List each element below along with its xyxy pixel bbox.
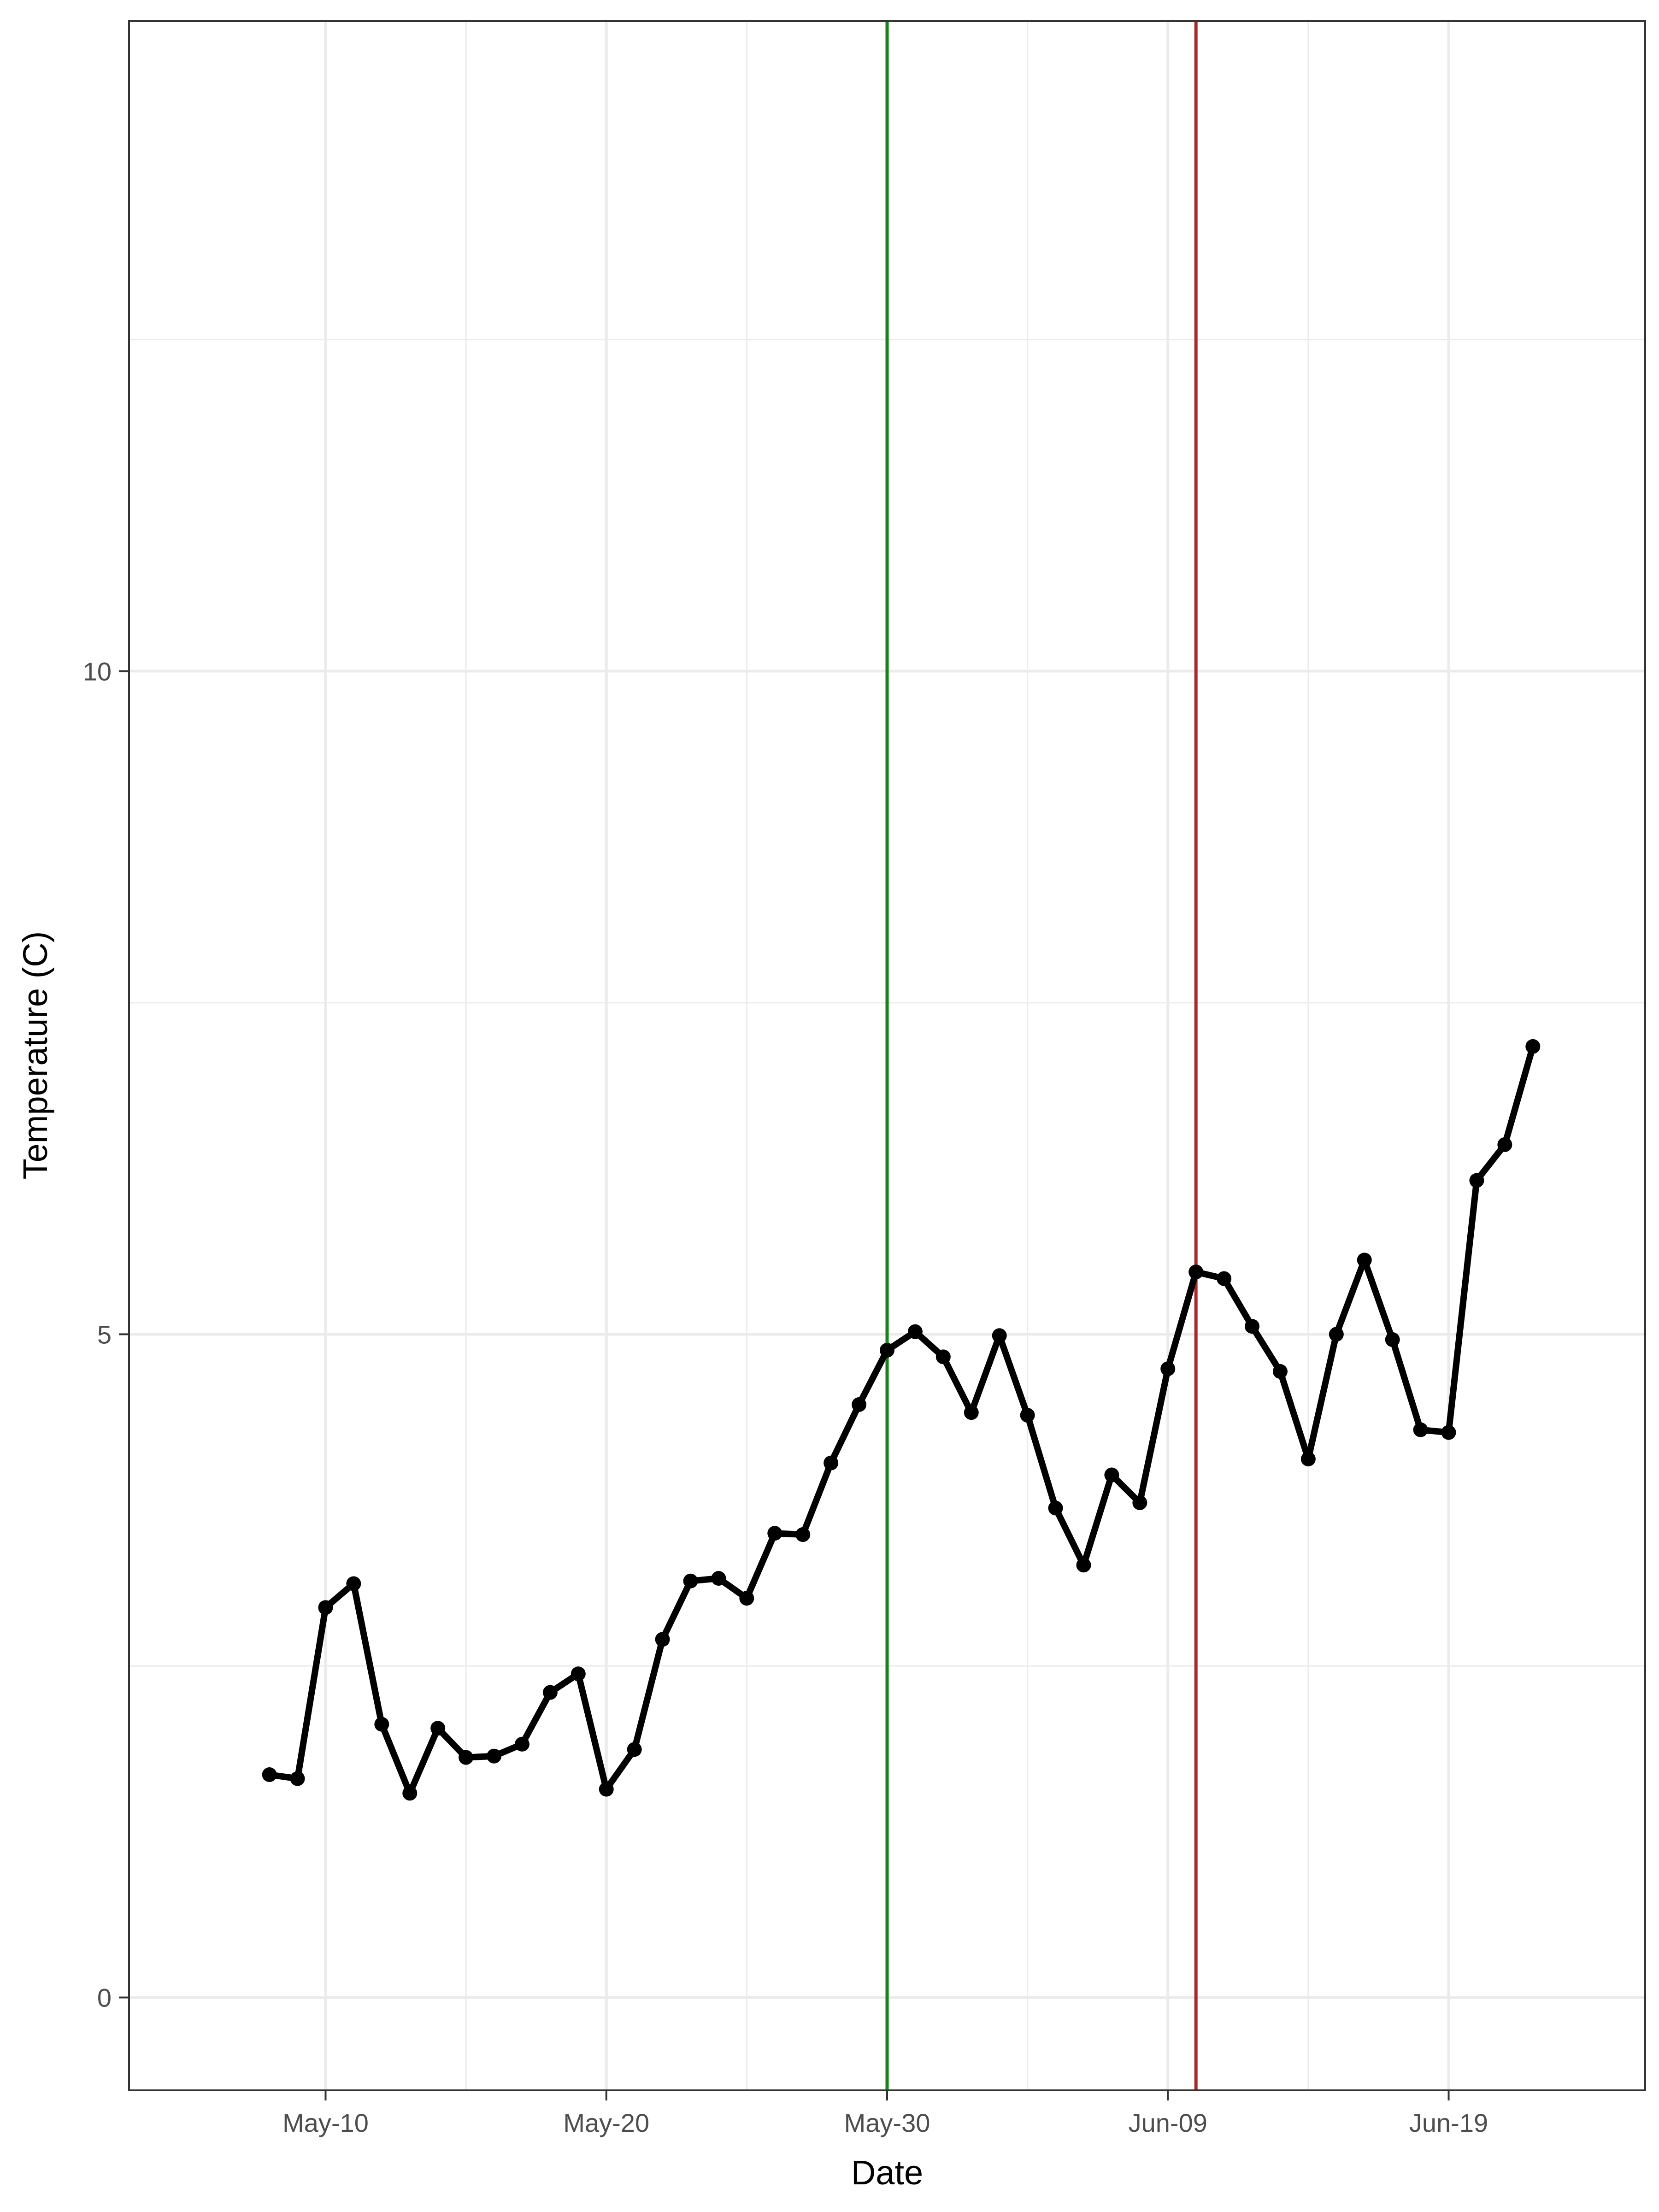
data-point <box>1329 1327 1344 1342</box>
y-tick-label: 5 <box>97 1320 112 1349</box>
data-point <box>1132 1495 1147 1510</box>
data-point <box>1245 1319 1260 1334</box>
data-point <box>599 1782 614 1797</box>
data-point <box>1272 1364 1288 1379</box>
y-tick-label: 10 <box>83 657 112 686</box>
series-layer <box>262 1039 1541 1801</box>
data-point <box>374 1717 389 1732</box>
reference-lines <box>885 21 1198 2090</box>
data-point <box>1357 1253 1372 1268</box>
data-point <box>290 1771 305 1786</box>
data-point <box>711 1571 726 1586</box>
data-point <box>935 1349 951 1365</box>
data-point <box>992 1328 1007 1343</box>
data-point <box>739 1591 754 1606</box>
x-axis-title: Date <box>851 2153 923 2192</box>
x-tick-label: May-10 <box>282 2108 369 2137</box>
data-point <box>1048 1500 1063 1516</box>
data-point <box>262 1767 277 1782</box>
y-tick-label: 0 <box>97 1983 112 2012</box>
data-point <box>459 1750 474 1765</box>
data-point <box>964 1405 979 1420</box>
data-point <box>402 1786 418 1801</box>
data-point <box>824 1455 839 1471</box>
data-point <box>627 1742 642 1757</box>
data-point <box>1385 1332 1400 1347</box>
data-point <box>795 1527 811 1542</box>
data-point <box>852 1397 867 1412</box>
data-point <box>346 1576 361 1591</box>
data-point <box>487 1748 502 1764</box>
axes: May-10 May-20 May-30 Jun-09 Jun-19 0 5 10 <box>83 657 1488 2137</box>
data-point <box>571 1666 586 1682</box>
data-point <box>1020 1407 1035 1423</box>
data-point <box>1104 1467 1119 1483</box>
data-point <box>542 1685 558 1700</box>
data-point <box>1076 1558 1091 1573</box>
x-tick-label: May-30 <box>844 2108 930 2137</box>
x-tick-label: Jun-19 <box>1409 2108 1488 2137</box>
data-point <box>655 1632 670 1647</box>
data-point <box>1497 1137 1512 1152</box>
data-point <box>1413 1422 1428 1437</box>
data-point <box>1188 1265 1204 1280</box>
y-axis-title: Temperature (C) <box>16 931 54 1180</box>
data-point <box>514 1736 529 1752</box>
data-point <box>907 1324 923 1339</box>
data-point <box>767 1526 782 1541</box>
data-point <box>1441 1425 1456 1440</box>
temperature-series-line <box>266 1043 1536 1797</box>
x-tick-label: Jun-09 <box>1129 2108 1207 2137</box>
data-point <box>1469 1173 1484 1188</box>
data-point <box>1217 1271 1232 1286</box>
data-point <box>318 1600 333 1615</box>
data-point <box>1160 1361 1176 1377</box>
data-point <box>880 1342 894 1358</box>
data-point <box>430 1721 446 1736</box>
data-point <box>683 1573 698 1588</box>
data-point <box>1300 1451 1316 1466</box>
x-tick-label: May-20 <box>563 2108 649 2137</box>
data-point <box>1525 1039 1541 1054</box>
